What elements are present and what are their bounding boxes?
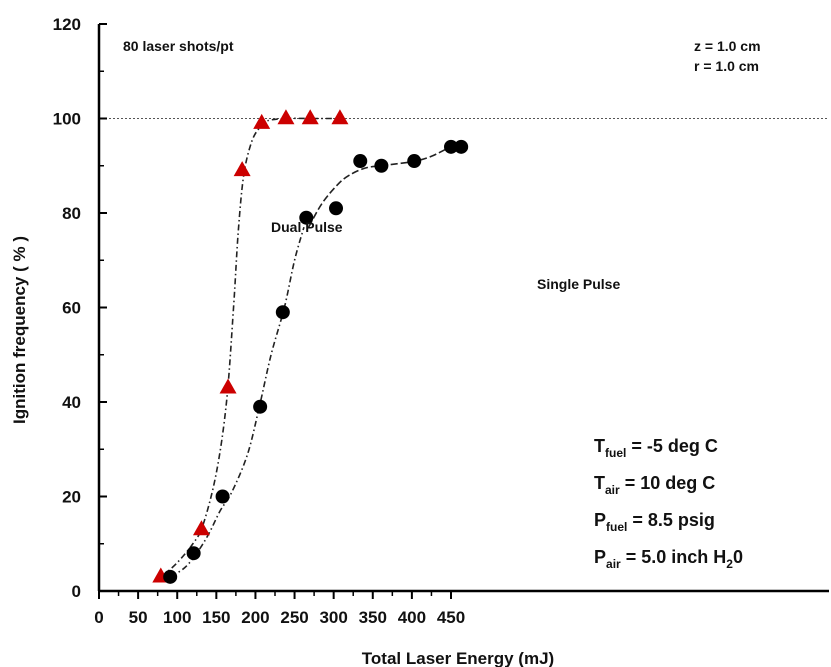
single-pulse-point: [215, 489, 230, 504]
single-pulse-point: [275, 305, 290, 320]
y-tick-label: 20: [62, 488, 81, 507]
fit-curve-single-2: [307, 143, 462, 228]
condition-line: Tfuel = -5 deg C: [594, 436, 718, 460]
y-tick-label: 120: [53, 15, 81, 34]
single-pulse-point: [329, 201, 344, 216]
x-tick-label: 450: [437, 608, 465, 627]
x-tick-label: 300: [319, 608, 347, 627]
x-tick-label: 400: [398, 608, 426, 627]
dual-pulse-point: [219, 378, 237, 394]
single-pulse-point: [444, 139, 458, 154]
dual-pulse-label: Dual Pulse: [271, 219, 343, 235]
fit-curves: [161, 117, 462, 578]
y-tick-label: 40: [62, 393, 81, 412]
single-pulse-point: [186, 546, 201, 561]
dual-pulse-point: [233, 161, 251, 177]
dual-pulse-point: [301, 109, 319, 125]
x-tick-label: 150: [202, 608, 230, 627]
x-tick-label: 200: [241, 608, 269, 627]
dual-pulse-point: [192, 520, 210, 536]
y-tick-label: 100: [53, 110, 81, 129]
x-tick-label: 250: [280, 608, 308, 627]
data-markers: [152, 109, 469, 584]
annotation-r: r = 1.0 cm: [694, 58, 759, 74]
x-tick-label: 0: [94, 608, 103, 627]
single-pulse-point: [163, 569, 178, 584]
single-pulse-point: [353, 154, 368, 169]
condition-line: Pfuel = 8.5 psig: [594, 510, 715, 534]
dual-pulse-point: [277, 109, 295, 125]
y-axis-title: Ignition frequency ( % ): [10, 236, 29, 424]
annotation-z: z = 1.0 cm: [694, 38, 761, 54]
condition-line: Pair = 5.0 inch H20: [594, 547, 743, 571]
dual-pulse-point: [331, 109, 349, 125]
y-tick-label: 0: [72, 582, 81, 601]
condition-line: Tair = 10 deg C: [594, 473, 715, 497]
single-pulse-point: [299, 210, 314, 225]
dual-pulse-point: [253, 113, 271, 129]
fit-curve-single-1: [170, 226, 305, 578]
condition-block: Tfuel = -5 deg C Tair = 10 deg C Pfuel = 8…: [594, 436, 743, 571]
single-pulse-point: [253, 399, 268, 414]
single-pulse-point: [454, 139, 469, 154]
single-pulse-label: Single Pulse: [537, 276, 620, 292]
annotation-shots: 80 laser shots/pt: [123, 38, 234, 54]
single-pulse-point: [407, 154, 422, 169]
y-tick-label: 80: [62, 204, 81, 223]
x-tick-label: 350: [359, 608, 387, 627]
x-axis-title: Total Laser Energy (mJ): [362, 649, 554, 667]
axes: 0 20 40 60 80 100 120 0 50 100 150 200 250 300 350 400 4…: [53, 15, 829, 627]
single-pulse-point: [374, 158, 389, 173]
annotations: 80 laser shots/pt z = 1.0 cm r = 1.0 cm …: [10, 38, 761, 667]
y-tick-label: 60: [62, 299, 81, 318]
fit-curve-dual-0: [161, 117, 340, 578]
x-tick-label: 100: [163, 608, 191, 627]
x-tick-label: 50: [129, 608, 148, 627]
